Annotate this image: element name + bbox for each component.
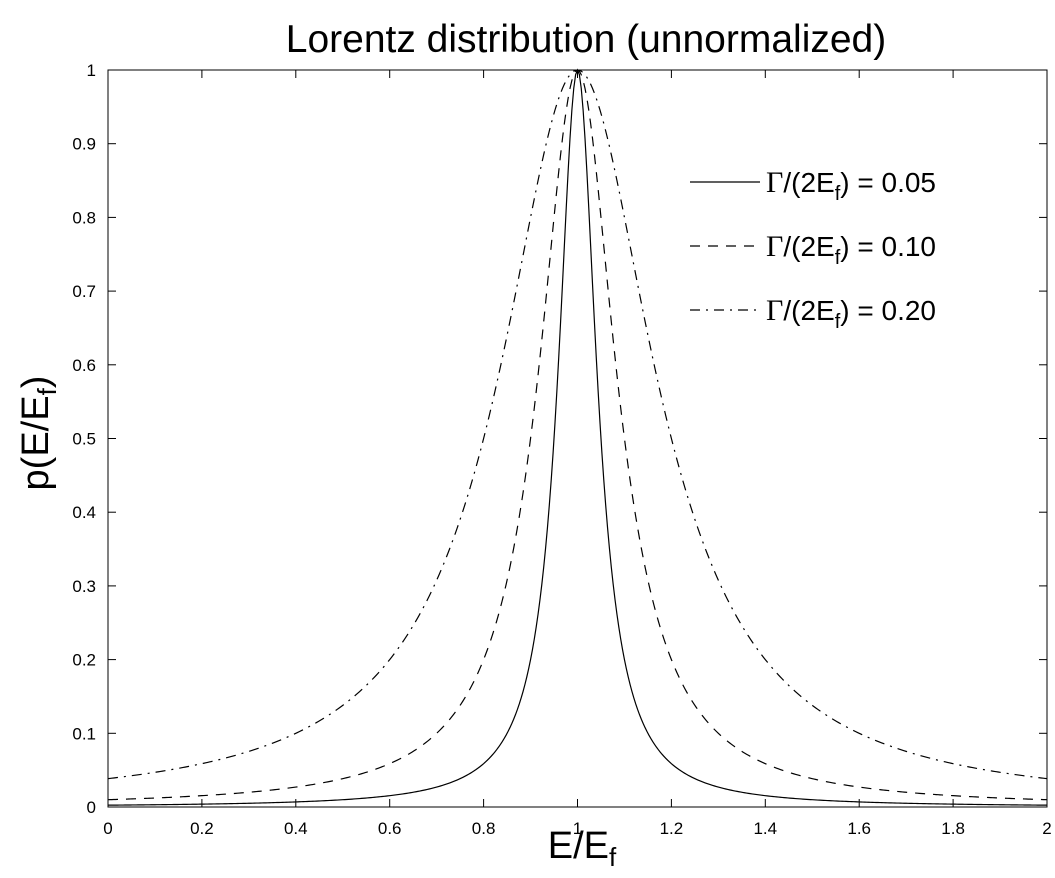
y-tick-label: 0.5	[72, 430, 96, 449]
series-layer	[107, 68, 1048, 806]
legend-suffix-3: ) = 0.20	[840, 295, 936, 326]
x-tick-label: 2	[1042, 819, 1051, 838]
y-tick-label: 1	[87, 61, 96, 80]
legend-gamma-2: Γ	[766, 230, 783, 263]
y-axis-ticks: 0 0.1 0.2 0.3 0.4 0.5 0.6 0.7 0.8 0.9 1	[72, 61, 1047, 817]
x-tick-label: 1.2	[660, 819, 684, 838]
x-tick-label: 1.6	[847, 819, 871, 838]
chart-title: Lorentz distribution (unnormalized)	[286, 18, 886, 61]
x-tick-label: 0.2	[190, 819, 214, 838]
y-axis-label-main: p(E/E	[15, 395, 57, 490]
y-tick-label: 0.4	[72, 503, 96, 522]
x-tick-label: 1	[573, 819, 582, 838]
legend-sub-3: f	[835, 311, 841, 333]
x-tick-label: 0.4	[284, 819, 308, 838]
y-tick-label: 0	[87, 798, 96, 817]
x-axis-label: E/Ef	[548, 825, 617, 872]
y-axis-label-sub: f	[32, 387, 62, 395]
legend-label-3: Γ/(2Ef) = 0.20	[766, 294, 936, 333]
y-axis-label-suffix: )	[15, 376, 57, 389]
legend-suffix-1: ) = 0.05	[840, 167, 936, 198]
legend: Γ/(2Ef) = 0.05Γ/(2Ef) = 0.10Γ/(2Ef) = 0.…	[690, 166, 936, 333]
x-tick-label: 0.6	[378, 819, 402, 838]
x-tick-label: 1.4	[753, 819, 777, 838]
legend-label-1: Γ/(2Ef) = 0.05	[766, 166, 936, 205]
legend-gamma-1: Γ	[766, 166, 783, 199]
y-tick-label: 0.9	[72, 135, 96, 154]
x-axis-label-main: E/E	[548, 825, 609, 867]
legend-prefix-1: /(2E	[783, 167, 834, 198]
y-tick-label: 0.6	[72, 356, 96, 375]
x-axis-ticks: 0 0.2 0.4 0.6 0.8 1 1.2 1.4 1.6 1.8 2	[103, 70, 1052, 838]
y-tick-label: 0.7	[72, 282, 96, 301]
x-tick-label: 1.8	[941, 819, 965, 838]
legend-sub-2: f	[835, 247, 841, 269]
y-tick-label: 0.1	[72, 724, 96, 743]
legend-sub-1: f	[835, 183, 841, 205]
legend-suffix-2: ) = 0.10	[840, 231, 936, 262]
y-tick-label: 0.3	[72, 577, 96, 596]
y-tick-label: 0.8	[72, 208, 96, 227]
x-axis-label-sub: f	[609, 842, 617, 872]
y-tick-label: 0.2	[72, 651, 96, 670]
legend-prefix-3: /(2E	[783, 295, 834, 326]
legend-prefix-2: /(2E	[783, 231, 834, 262]
legend-label-2: Γ/(2Ef) = 0.10	[766, 230, 936, 269]
x-tick-label: 0	[103, 819, 112, 838]
legend-gamma-3: Γ	[766, 294, 783, 327]
y-axis-label: p(E/Ef)	[15, 376, 62, 491]
series-line-3	[107, 69, 1048, 780]
x-tick-label: 0.8	[472, 819, 496, 838]
